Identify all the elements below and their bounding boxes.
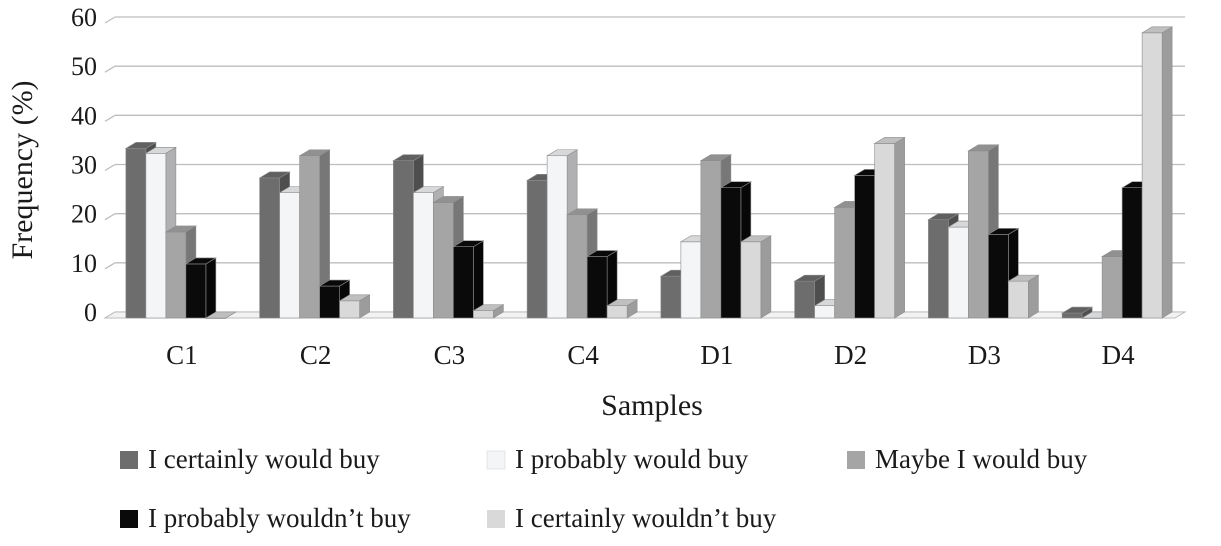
gridline-depth	[104, 114, 116, 122]
legend-item: I probably would buy	[486, 444, 749, 474]
gridline-depth	[104, 213, 116, 221]
legend-label: Maybe I would buy	[875, 444, 1088, 474]
y-tick-label: 40	[71, 101, 97, 130]
legend: I certainly would buy I probably would bu…	[120, 444, 1088, 533]
x-tick-label: D3	[968, 340, 1001, 370]
y-tick-label: 50	[71, 52, 97, 81]
legend-label: I probably wouldn’t buy	[148, 503, 411, 533]
x-tick-label: C3	[434, 340, 466, 370]
bar	[873, 136, 906, 319]
legend-swatch	[120, 510, 138, 528]
x-tick-label: C1	[166, 340, 198, 370]
gridline-depth	[104, 262, 116, 270]
x-tick-labels: C1 C2 C3 C4 D1 D2 D3 D4	[166, 340, 1135, 370]
legend-swatch	[486, 450, 506, 470]
y-tick-label: 0	[84, 298, 97, 327]
x-tick-label: C2	[300, 340, 332, 370]
bar	[1061, 306, 1094, 319]
x-tick-label: C4	[567, 340, 599, 370]
bar	[452, 240, 485, 319]
legend-label: I probably would buy	[515, 444, 749, 474]
bars	[124, 26, 1174, 319]
legend-item: I certainly wouldn’t buy	[487, 503, 777, 533]
gridline-depth	[104, 65, 116, 73]
legend-label: I certainly wouldn’t buy	[515, 503, 777, 533]
y-tick-label: 60	[71, 3, 97, 32]
y-tick-label: 10	[71, 249, 97, 278]
legend-swatch	[487, 510, 505, 528]
legend-item: I certainly would buy	[120, 444, 380, 474]
y-axis-title: Frequency (%)	[6, 80, 39, 259]
bar	[606, 299, 639, 319]
bar	[204, 311, 237, 319]
bar	[472, 304, 505, 319]
gridline-depth	[104, 16, 116, 24]
bar	[1007, 274, 1040, 319]
y-tick-label: 20	[71, 200, 97, 229]
x-tick-label: D1	[700, 340, 733, 370]
x-axis-title: Samples	[601, 389, 703, 422]
y-tick-label: 30	[71, 151, 97, 180]
bar	[739, 235, 772, 319]
legend-item: Maybe I would buy	[847, 444, 1088, 474]
bar	[338, 294, 371, 319]
x-tick-label: D4	[1102, 340, 1135, 370]
gridline-depth	[104, 163, 116, 172]
legend-label: I certainly would buy	[148, 444, 380, 474]
y-tick-labels: 0 10 20 30 40 50 60	[71, 3, 97, 327]
legend-swatch	[847, 451, 865, 469]
x-tick-label: D2	[834, 340, 867, 370]
bar	[1141, 26, 1174, 319]
legend-swatch	[120, 451, 138, 469]
legend-item: I probably wouldn’t buy	[120, 503, 411, 533]
bar	[184, 257, 217, 319]
